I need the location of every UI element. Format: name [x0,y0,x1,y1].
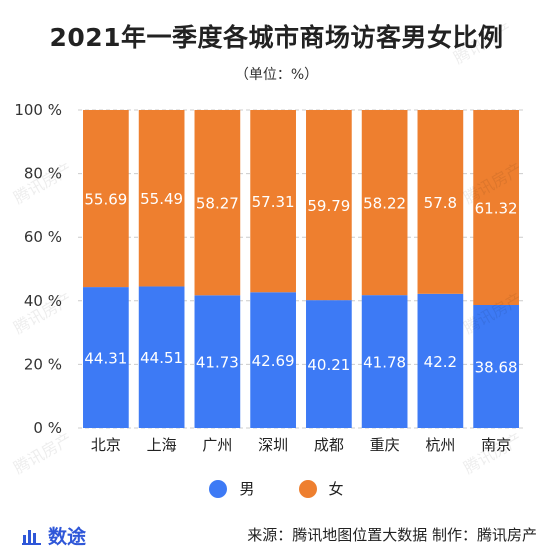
footer: 数途 来源：腾讯地图位置大数据 制作：腾讯房产 [0,510,553,553]
bar-segment-female [138,110,185,287]
legend-swatch-male [209,479,228,498]
data-label: 55.69 [84,191,127,209]
bar-segment-male [417,293,464,428]
data-label: 57.8 [424,194,457,212]
bar-segment-female [473,110,519,305]
y-tick-label: 0 % [33,419,62,437]
x-tick-label: 上海 [147,436,177,454]
chart-title: 2021年一季度各城市商场访客男女比例 [49,23,504,52]
data-label: 42.2 [424,353,457,371]
x-tick-label: 重庆 [370,436,400,454]
source-credit: 来源：腾讯地图位置大数据 制作：腾讯房产 [247,526,537,544]
bar-segment-female [361,110,408,296]
bar-segment-male [361,295,408,428]
x-tick-label: 南京 [481,436,511,454]
x-tick-label: 成都 [314,436,344,454]
data-label: 58.22 [363,195,406,213]
data-label: 57.31 [252,193,295,211]
x-tick-label: 北京 [91,436,121,454]
stacked-bar-chart: 0 % 20 % 40 % 60 % 80 % 100 % 44.31 55.69 北京 44.5… [14,101,524,454]
y-tick-label: 80 % [24,165,62,183]
bar-segment-male [473,304,519,428]
x-tick-label: 广州 [202,436,232,454]
bar-segment-female [417,110,464,294]
data-label: 40.21 [307,356,350,374]
legend-item-male: 男 [209,478,255,499]
x-tick-label: 杭州 [425,436,455,454]
brand-name: 数途 [48,526,87,548]
y-tick-label: 40 % [24,292,62,310]
y-tick-label: 20 % [24,355,62,373]
bar-segment-female [250,110,296,293]
data-label: 41.73 [196,354,239,372]
data-label: 38.68 [475,358,518,376]
legend-swatch-female [298,479,317,498]
data-label: 55.49 [140,190,183,208]
data-label: 44.31 [84,350,127,368]
y-tick-label: 60 % [24,228,62,246]
legend-label-male: 男 [239,480,255,498]
bar-segment-male [194,295,241,428]
data-label: 61.32 [475,199,518,217]
bar-segment-female [83,110,129,288]
y-tick-label: 100 % [14,101,62,119]
data-label: 42.69 [252,352,295,370]
legend-label-female: 女 [328,480,344,498]
data-label: 59.79 [307,197,350,215]
bar-segment-male [306,300,352,428]
data-label: 58.27 [196,195,239,213]
x-tick-label: 深圳 [258,436,288,454]
bar-segment-male [250,292,296,428]
bar-segment-female [194,110,241,296]
bar-segment-male [138,286,185,428]
bar-segment-female [306,110,352,301]
bar-segment-male [83,287,129,428]
legend-item-female: 女 [298,478,344,499]
data-label: 44.51 [140,349,183,367]
unit-note: （单位：%） [234,67,319,83]
brand-logo: 数途 [22,522,86,549]
bar-chart-icon [22,529,41,545]
legend: 男 女 [0,478,553,499]
data-label: 41.78 [363,354,406,372]
